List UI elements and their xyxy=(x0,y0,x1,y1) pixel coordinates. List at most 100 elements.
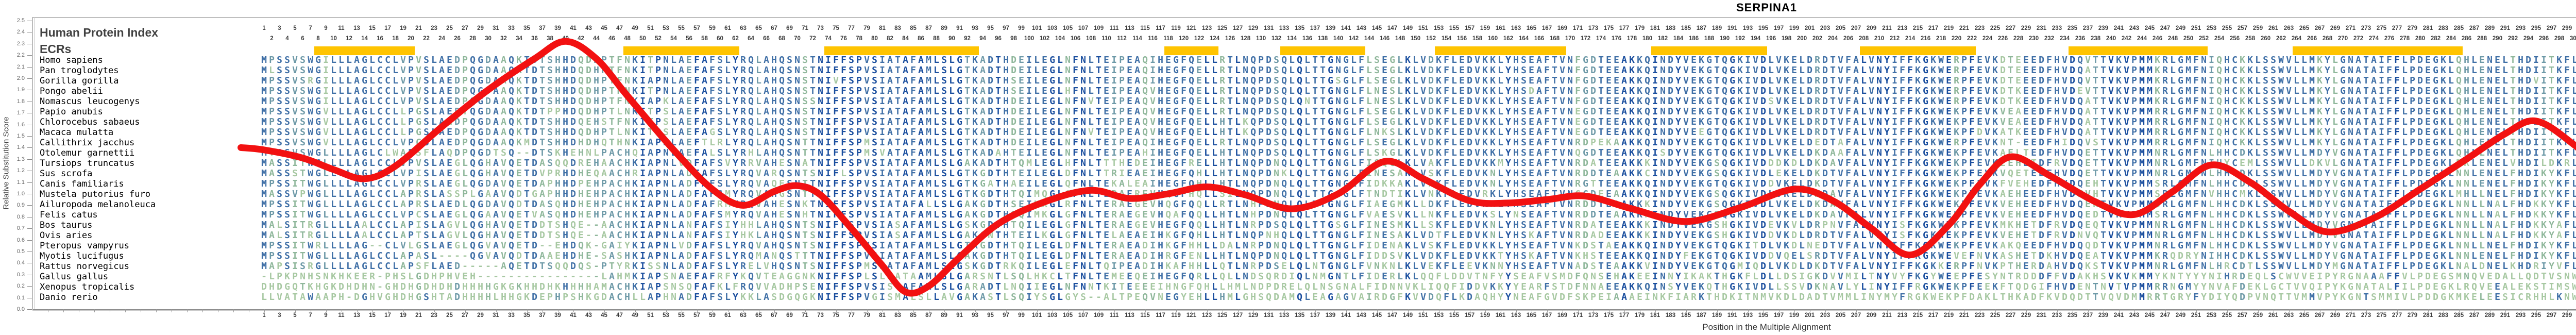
residue-cell: L xyxy=(1057,55,1063,65)
residue-cell: E xyxy=(1127,55,1132,65)
residue-cell: V xyxy=(400,75,406,86)
residue-cell: Q xyxy=(2456,127,2462,138)
residue-cell: D xyxy=(532,127,537,138)
residue-cell: D xyxy=(454,55,460,65)
residue-cell: L xyxy=(934,106,939,117)
residue-cell: W xyxy=(308,127,313,138)
residue-cell: L xyxy=(369,147,375,158)
residue-cell: P xyxy=(269,116,275,127)
residue-cell: V xyxy=(864,158,870,169)
residue-cell: K xyxy=(1436,116,1442,127)
residue-cell: D xyxy=(1822,106,1828,117)
residue-cell: T xyxy=(810,116,816,127)
residue-cell: W xyxy=(1938,147,1944,158)
residue-cell: V xyxy=(416,55,421,65)
top-ruler-number: 96 xyxy=(995,36,1002,42)
residue-cell: D xyxy=(1807,86,1812,96)
residue-cell: S xyxy=(849,75,854,86)
top-ruler-number: 148 xyxy=(1395,36,1405,42)
residue-cell: P xyxy=(1961,158,1967,169)
residue-cell: P xyxy=(462,86,468,96)
residue-cell: E xyxy=(1382,96,1387,107)
residue-cell: H xyxy=(2464,96,2469,107)
residue-cell: L xyxy=(1304,75,1310,86)
residue-cell: I xyxy=(1745,75,1751,86)
residue-cell: D xyxy=(2526,147,2531,158)
residue-cell: T xyxy=(1830,106,1836,117)
residue-cell: Q xyxy=(1189,127,1194,138)
residue-cell: D xyxy=(570,55,576,65)
residue-cell: L xyxy=(1451,116,1457,127)
residue-cell: Q xyxy=(578,55,584,65)
residue-cell: A xyxy=(609,147,615,158)
residue-cell: T xyxy=(1598,106,1604,117)
residue-cell: L xyxy=(1397,137,1403,148)
residue-cell: H xyxy=(1513,127,1519,138)
residue-cell: L xyxy=(1204,116,1210,127)
top-ruler-number: 161 xyxy=(1495,25,1506,31)
residue-cell: D xyxy=(532,116,537,127)
residue-cell: K xyxy=(1699,147,1704,158)
residue-cell: E xyxy=(2495,96,2500,107)
residue-cell: L xyxy=(2301,137,2307,148)
residue-cell: A xyxy=(918,147,924,158)
residue-cell: N xyxy=(624,106,630,117)
residue-cell: K xyxy=(2240,96,2245,107)
residue-cell: A xyxy=(887,55,893,65)
residue-cell: G xyxy=(2340,106,2346,117)
residue-cell: H xyxy=(2518,116,2523,127)
residue-cell: T xyxy=(1312,106,1318,117)
species-name: Mustela putorius furo xyxy=(40,189,150,199)
residue-cell: S xyxy=(717,65,723,76)
residue-cell: T xyxy=(2093,106,2098,117)
residue-cell: N xyxy=(1243,137,1248,148)
residue-cell: A xyxy=(918,96,924,107)
residue-cell: I xyxy=(879,86,885,96)
residue-cell: E xyxy=(1614,147,1619,158)
residue-cell: R xyxy=(1815,55,1820,65)
residue-cell: Q xyxy=(1189,116,1194,127)
residue-cell: I xyxy=(1111,127,1117,138)
residue-cell: P xyxy=(655,55,661,65)
residue-cell: G xyxy=(1730,137,1735,148)
residue-cell: A xyxy=(764,158,769,169)
residue-cell: V xyxy=(1776,116,1782,127)
residue-cell: L xyxy=(393,116,398,127)
residue-cell: D xyxy=(1428,55,1434,65)
residue-cell: E xyxy=(1042,96,1047,107)
residue-cell: H xyxy=(555,96,561,107)
residue-cell: E xyxy=(2023,86,2029,96)
residue-cell: N xyxy=(2201,96,2207,107)
residue-cell: H xyxy=(1219,147,1225,158)
y-tick-label: 0.7 xyxy=(16,225,25,232)
top-ruler-number: 27 xyxy=(462,25,468,31)
residue-cell: Q xyxy=(2216,96,2222,107)
residue-cell: H xyxy=(771,75,777,86)
residue-cell: A xyxy=(679,147,684,158)
residue-cell: L xyxy=(1212,86,1217,96)
residue-cell: S xyxy=(300,65,306,76)
residue-cell: N xyxy=(1876,137,1882,148)
top-ruler-number: 210 xyxy=(1874,36,1885,42)
residue-cell: C xyxy=(2232,158,2238,169)
residue-cell: N xyxy=(2487,65,2493,76)
ecr-bar xyxy=(1164,46,1218,55)
residue-cell: L xyxy=(2170,96,2176,107)
y-tick-mark xyxy=(27,286,32,287)
residue-cell: H xyxy=(1003,147,1009,158)
residue-cell: V xyxy=(1753,137,1758,148)
residue-cell: K xyxy=(2247,147,2253,158)
residue-cell: T xyxy=(895,158,901,169)
residue-cell: G xyxy=(478,106,483,117)
residue-cell: K xyxy=(2317,65,2323,76)
residue-cell: D xyxy=(586,137,591,148)
residue-cell: N xyxy=(2487,96,2493,107)
residue-cell: H xyxy=(1158,75,1163,86)
residue-cell: Q xyxy=(779,137,785,148)
residue-cell: G xyxy=(315,158,321,169)
residue-cell: L xyxy=(2572,147,2576,158)
residue-cell: G xyxy=(1389,65,1395,76)
residue-cell: E xyxy=(2023,75,2029,86)
